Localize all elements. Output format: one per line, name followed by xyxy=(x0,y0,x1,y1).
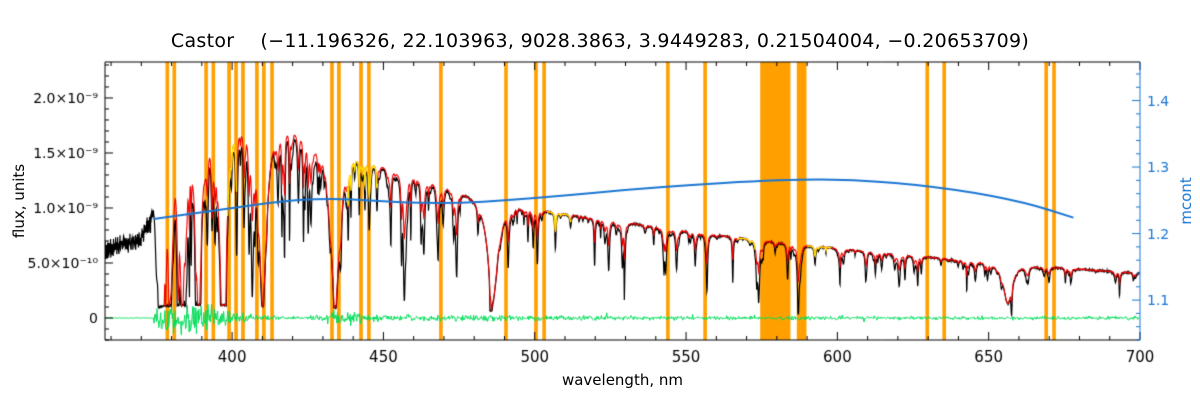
y-axis-label-left: flux, units xyxy=(10,163,28,239)
title-params: (−11.196326, 22.103963, 9028.3863, 3.944… xyxy=(260,30,1030,52)
object-name: Castor xyxy=(170,30,235,52)
x-axis-label: wavelength, nm xyxy=(561,371,684,389)
chart-title: Castor (−11.196326, 22.103963, 9028.3863,… xyxy=(0,30,1200,52)
y-axis-label-right: mcont xyxy=(1177,177,1195,225)
